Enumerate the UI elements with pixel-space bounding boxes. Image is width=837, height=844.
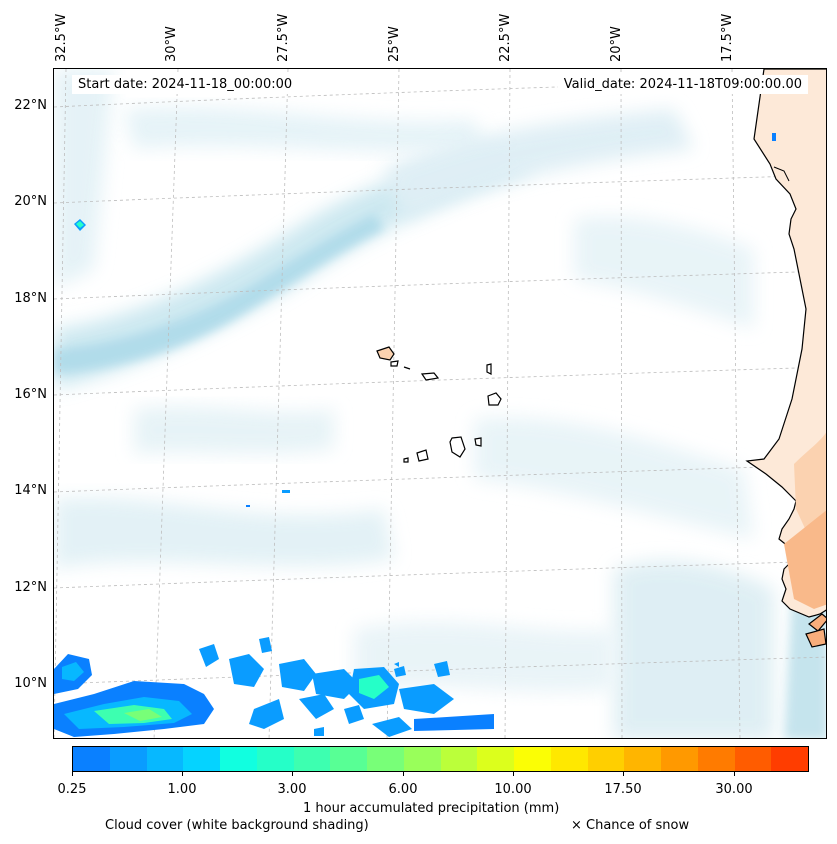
colorbar-swatch <box>109 747 147 771</box>
colorbar-tickmark <box>292 772 293 776</box>
colorbar-label: 1 hour accumulated precipitation (mm) <box>303 801 560 816</box>
colorbar-swatch <box>183 747 220 771</box>
colorbar-tick-label: 1.00 <box>167 782 197 797</box>
colorbar-swatch <box>440 747 478 771</box>
colorbar-tickmark <box>623 772 624 776</box>
cape-verde-islands <box>376 346 502 463</box>
lon-label-20w: 20°W <box>609 26 624 62</box>
colorbar-swatch <box>697 747 735 771</box>
colorbar-swatch <box>661 747 698 771</box>
african-coast <box>745 69 826 648</box>
colorbar-swatch <box>624 747 661 771</box>
lat-label-10n: 10°N <box>14 676 47 691</box>
colorbar-swatch <box>514 747 551 771</box>
snow-legend: × Chance of snow <box>571 818 690 833</box>
colorbar-swatch <box>367 747 404 771</box>
lat-label-16n: 16°N <box>14 387 47 402</box>
colorbar-swatch <box>330 747 367 771</box>
colorbar-tick-label: 10.00 <box>494 782 532 797</box>
lon-label-25w: 25°W <box>387 26 402 62</box>
colorbar-swatch <box>477 747 514 771</box>
lat-label-12n: 12°N <box>14 580 47 595</box>
precip-cell-coast <box>772 133 776 141</box>
colorbar-tickmark <box>513 772 514 776</box>
colorbar-swatch <box>587 747 625 771</box>
lon-label-27-5w: 27.5°W <box>276 13 291 62</box>
precipitation-colorbar <box>72 746 809 772</box>
lon-label-30w: 30°W <box>164 26 179 62</box>
cloud-cover-shading <box>54 69 826 738</box>
colorbar-tickmark <box>734 772 735 776</box>
lat-label-20n: 20°N <box>14 194 47 209</box>
lat-label-14n: 14°N <box>14 483 47 498</box>
colorbar-swatch <box>146 747 184 771</box>
lat-label-22n: 22°N <box>14 98 47 113</box>
colorbar-tick-label: 30.00 <box>715 782 753 797</box>
colorbar-swatch <box>550 747 588 771</box>
colorbar-swatch <box>256 747 294 771</box>
colorbar-swatch <box>73 747 110 771</box>
map-plot[interactable] <box>53 68 827 739</box>
lon-label-17-5w: 17.5°W <box>720 13 735 62</box>
cloud-cover-legend: Cloud cover (white background shading) <box>105 818 369 833</box>
lat-label-18n: 18°N <box>14 291 47 306</box>
precipitation-cells <box>54 219 494 737</box>
colorbar-tick-label: 3.00 <box>277 782 307 797</box>
lon-label-22-5w: 22.5°W <box>498 13 513 62</box>
map-canvas <box>54 69 826 738</box>
start-date-label: Start date: 2024-11-18_00:00:00 <box>72 75 299 94</box>
colorbar-tickmark <box>403 772 404 776</box>
valid-date-label: Valid_date: 2024-11-18T09:00:00.00 <box>557 75 808 94</box>
colorbar-swatch <box>220 747 257 771</box>
colorbar-swatch <box>403 747 441 771</box>
graticule <box>54 69 826 738</box>
lon-label-32-5w: 32.5°W <box>54 13 69 62</box>
colorbar-tick-label: 6.00 <box>388 782 418 797</box>
colorbar-tick-label: 0.25 <box>57 782 87 797</box>
colorbar-tickmark <box>182 772 183 776</box>
colorbar-tick-label: 17.50 <box>604 782 642 797</box>
colorbar-swatch <box>771 747 808 771</box>
colorbar-tickmark <box>72 772 73 776</box>
colorbar-swatch <box>293 747 331 771</box>
colorbar-swatch <box>734 747 772 771</box>
